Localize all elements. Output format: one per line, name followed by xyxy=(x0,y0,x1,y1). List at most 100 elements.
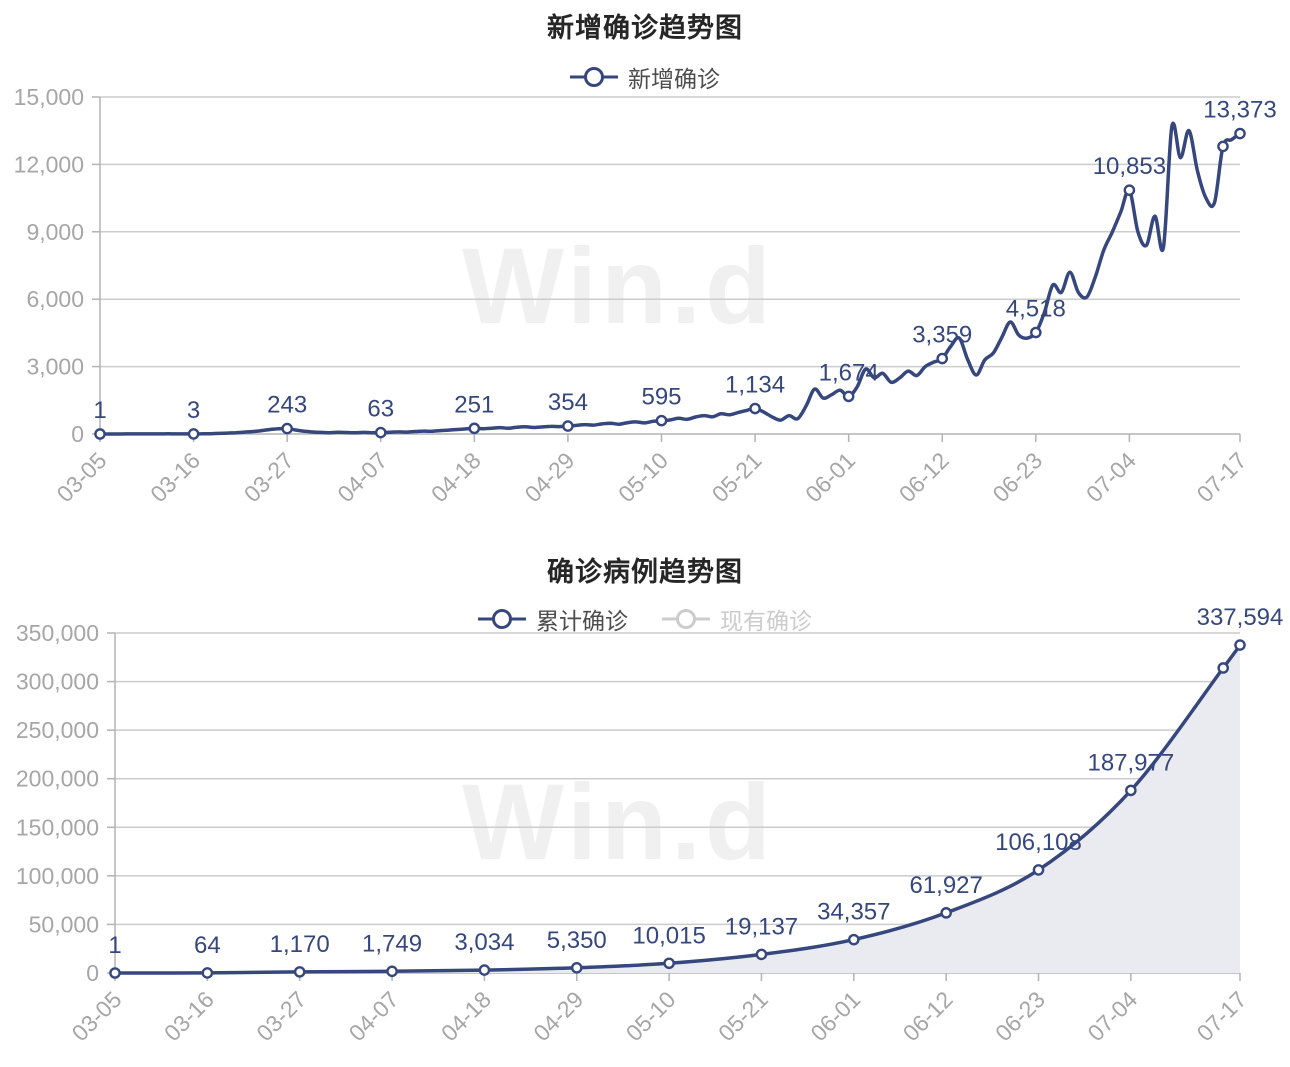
y-tick-label: 12,000 xyxy=(14,151,84,177)
data-point-marker[interactable] xyxy=(940,907,952,919)
data-point-marker[interactable] xyxy=(478,964,491,976)
data-point-marker[interactable] xyxy=(936,352,949,365)
legend-item-label: 新增确诊 xyxy=(628,66,720,92)
x-tick-label: 03-05 xyxy=(52,447,112,507)
legend-line-marker-icon xyxy=(478,609,526,629)
data-label: 10,853 xyxy=(1093,153,1166,180)
data-label: 1 xyxy=(108,932,121,959)
legend-item-cumulative-confirmed[interactable]: 累计确诊 xyxy=(478,602,628,636)
data-label: 63 xyxy=(367,396,394,423)
y-tick-label: 9,000 xyxy=(26,219,84,245)
data-labels: 1 64 1,170 1,749 3,034 5,350 10,015 19,137 34,35… xyxy=(108,604,1283,959)
y-tick-label: 200,000 xyxy=(16,766,99,792)
wind-watermark-bottom: Win.d xyxy=(462,761,775,882)
x-tick-label: 07-17 xyxy=(1192,986,1252,1046)
data-point-marker[interactable] xyxy=(663,957,675,970)
legend-item-new-confirmed[interactable]: 新增确诊 xyxy=(570,60,720,94)
data-point-marker[interactable] xyxy=(842,390,855,403)
data-point-marker[interactable] xyxy=(1234,639,1246,651)
data-label: 61,927 xyxy=(909,872,982,899)
data-point-marker[interactable] xyxy=(201,967,214,979)
data-point-marker[interactable] xyxy=(655,414,668,427)
x-tick-label: 04-07 xyxy=(332,447,392,507)
legend-item-current-confirmed[interactable]: 现有确诊 xyxy=(662,602,812,636)
gridlines xyxy=(100,96,1240,368)
data-label: 1,749 xyxy=(362,930,422,957)
data-point-marker[interactable] xyxy=(109,967,121,979)
data-label: 34,357 xyxy=(817,899,890,926)
new-cases-legend: 新增确诊 xyxy=(0,60,1290,94)
data-point-marker[interactable] xyxy=(562,420,574,432)
x-tick-label: 05-21 xyxy=(713,986,773,1046)
series-line xyxy=(113,643,1242,975)
series-new-confirmed xyxy=(94,121,1246,440)
data-label: 3 xyxy=(187,397,200,424)
x-tick-label: 03-27 xyxy=(239,447,299,507)
data-point-marker[interactable] xyxy=(1217,140,1229,153)
data-label: 4,518 xyxy=(1006,295,1066,322)
data-point-marker[interactable] xyxy=(749,402,761,415)
data-point-marker[interactable] xyxy=(1032,864,1045,876)
data-label: 1 xyxy=(93,397,106,424)
y-tick-label: 50,000 xyxy=(29,911,99,937)
y-tick-label: 350,000 xyxy=(16,620,99,646)
data-point-marker[interactable] xyxy=(1123,184,1136,196)
x-tick-label: 03-16 xyxy=(145,447,205,507)
y-tick-label: 300,000 xyxy=(16,669,99,695)
legend-line-marker-icon xyxy=(662,609,710,629)
y-tick-label: 0 xyxy=(71,421,84,447)
x-tick-label: 06-01 xyxy=(800,447,860,507)
data-label: 5,350 xyxy=(547,927,607,954)
y-tick-label: 3,000 xyxy=(26,354,84,380)
data-point-marker[interactable] xyxy=(468,422,481,435)
x-tick-label: 03-05 xyxy=(67,986,127,1046)
data-point-marker[interactable] xyxy=(374,426,387,439)
cumulative-legend: 累计确诊 现有确诊 xyxy=(0,602,1290,636)
data-label: 595 xyxy=(641,384,681,411)
data-point-marker[interactable] xyxy=(1217,662,1230,674)
data-point-marker[interactable] xyxy=(848,933,860,946)
y-tick-label: 0 xyxy=(86,960,99,986)
x-tick-label: 04-07 xyxy=(344,986,404,1046)
legend-item-label: 累计确诊 xyxy=(536,608,628,634)
x-tick-label: 03-27 xyxy=(251,986,311,1046)
x-tick-label: 03-16 xyxy=(159,986,219,1046)
data-label: 10,015 xyxy=(632,922,705,949)
cumulative-chart-canvas: 0 50,000 100,000 150,000 200,000 250,000 300,0… xyxy=(16,604,1284,1046)
data-point-marker[interactable] xyxy=(1030,326,1042,339)
data-label: 19,137 xyxy=(725,913,798,940)
data-label: 337,594 xyxy=(1197,604,1284,631)
data-label: 1,170 xyxy=(270,931,330,958)
x-tick-label: 06-23 xyxy=(987,447,1047,507)
data-point-marker[interactable] xyxy=(293,966,306,978)
series-cumulative-confirmed xyxy=(109,639,1246,979)
x-tick-label: 05-21 xyxy=(707,447,767,507)
data-point-marker[interactable] xyxy=(281,422,293,435)
data-label: 13,373 xyxy=(1203,97,1276,124)
wind-watermark-top: Win.d xyxy=(462,225,775,346)
x-tick-label: 04-18 xyxy=(426,447,486,507)
data-point-marker[interactable] xyxy=(94,428,106,440)
data-point-marker[interactable] xyxy=(187,428,200,440)
data-point-marker[interactable] xyxy=(386,965,398,978)
data-point-marker[interactable] xyxy=(1125,784,1137,797)
data-point-marker[interactable] xyxy=(755,948,768,961)
data-label: 106,108 xyxy=(995,829,1082,856)
y-tick-label: 6,000 xyxy=(26,286,84,312)
data-label: 1,134 xyxy=(725,372,785,399)
new-cases-chart-canvas: 0 3,000 6,000 9,000 12,000 15,000 03-05 03-16 03… xyxy=(14,84,1277,507)
data-point-marker[interactable] xyxy=(570,962,583,974)
data-label: 251 xyxy=(454,391,494,418)
x-tick-label: 04-29 xyxy=(519,447,579,507)
x-tick-label: 04-18 xyxy=(436,986,496,1046)
x-tick-label: 06-12 xyxy=(894,447,954,507)
x-tick-label: 07-17 xyxy=(1192,447,1252,507)
x-tick-label: 07-04 xyxy=(1082,986,1142,1046)
data-point-marker[interactable] xyxy=(1234,127,1246,140)
data-label: 187,977 xyxy=(1087,749,1174,776)
data-label: 354 xyxy=(548,389,588,416)
y-tick-label: 100,000 xyxy=(16,863,99,889)
data-label: 243 xyxy=(267,392,307,419)
data-labels: 1 3 243 63 251 354 595 1,134 1,674 3,359 4,518 10,8… xyxy=(93,97,1276,424)
